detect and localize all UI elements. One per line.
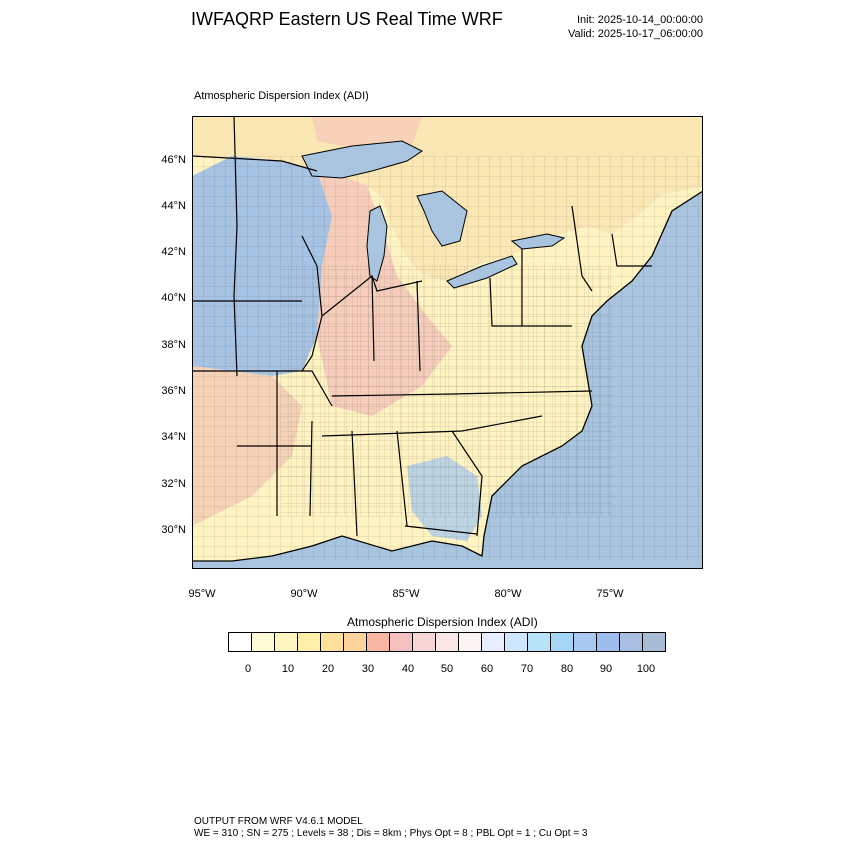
model-footer: OUTPUT FROM WRF V4.6.1 MODEL WE = 310 ; … bbox=[194, 816, 587, 840]
lon-label-80w: 80°W bbox=[494, 588, 522, 600]
colorbar-tick: 100 bbox=[636, 663, 656, 675]
init-time: Init: 2025-10-14_00:00:00 bbox=[577, 14, 703, 26]
colorbar-cell bbox=[298, 633, 321, 651]
colorbar-cell bbox=[459, 633, 482, 651]
colorbar-tick: 20 bbox=[321, 663, 335, 675]
colorbar-tick: 80 bbox=[560, 663, 574, 675]
lake-huron bbox=[416, 190, 468, 247]
lat-label-30n: 30°N bbox=[161, 524, 186, 536]
colorbar-tick: 50 bbox=[440, 663, 454, 675]
coastline bbox=[192, 190, 703, 562]
lat-label-44n: 44°N bbox=[161, 200, 186, 212]
colorbar-cell bbox=[505, 633, 528, 651]
lat-label-32n: 32°N bbox=[161, 478, 186, 490]
lake-ontario bbox=[510, 233, 566, 250]
lon-label-75w: 75°W bbox=[596, 588, 624, 600]
lon-label-90w: 90°W bbox=[290, 588, 318, 600]
map-canvas bbox=[192, 116, 703, 569]
colorbar-title: Atmospheric Dispersion Index (ADI) bbox=[347, 615, 538, 629]
state-borders bbox=[192, 116, 652, 537]
lat-label-46n: 46°N bbox=[161, 154, 186, 166]
colorbar-tick: 90 bbox=[599, 663, 613, 675]
colorbar-tick: 0 bbox=[244, 663, 252, 675]
colorbar-cell bbox=[390, 633, 413, 651]
colorbar-cell bbox=[620, 633, 643, 651]
lake-erie bbox=[446, 255, 518, 289]
footer-line-1: OUTPUT FROM WRF V4.6.1 MODEL bbox=[194, 816, 363, 827]
lat-label-40n: 40°N bbox=[161, 292, 186, 304]
lat-label-34n: 34°N bbox=[161, 431, 186, 443]
main-title: IWFAQRP Eastern US Real Time WRF bbox=[191, 9, 503, 29]
lon-label-95w: 95°W bbox=[188, 588, 216, 600]
colorbar-cell bbox=[574, 633, 597, 651]
colorbar-cell bbox=[597, 633, 620, 651]
lon-label-85w: 85°W bbox=[392, 588, 420, 600]
lat-label-36n: 36°N bbox=[161, 385, 186, 397]
colorbar-cell bbox=[482, 633, 505, 651]
colorbar-tick: 60 bbox=[480, 663, 494, 675]
colorbar bbox=[228, 632, 666, 652]
colorbar-cell bbox=[252, 633, 275, 651]
lat-label-42n: 42°N bbox=[161, 246, 186, 258]
field-title: Atmospheric Dispersion Index (ADI) bbox=[194, 90, 369, 102]
valid-time: Valid: 2025-10-17_06:00:00 bbox=[568, 28, 703, 40]
colorbar-cell bbox=[229, 633, 252, 651]
colorbar-cell bbox=[321, 633, 344, 651]
map-panel bbox=[192, 116, 703, 569]
colorbar-tick: 10 bbox=[281, 663, 295, 675]
colorbar-cell bbox=[551, 633, 574, 651]
lake-michigan bbox=[366, 205, 388, 282]
lake-superior bbox=[301, 140, 423, 179]
colorbar-cell bbox=[275, 633, 298, 651]
lat-label-38n: 38°N bbox=[161, 339, 186, 351]
colorbar-cell bbox=[436, 633, 459, 651]
colorbar-tick: 70 bbox=[520, 663, 534, 675]
colorbar-cell bbox=[344, 633, 367, 651]
colorbar-tick: 40 bbox=[401, 663, 415, 675]
colorbar-cell bbox=[413, 633, 436, 651]
colorbar-cell bbox=[643, 633, 665, 651]
colorbar-tick: 30 bbox=[361, 663, 375, 675]
colorbar-cell bbox=[367, 633, 390, 651]
run-info: Init: 2025-10-14_00:00:00 Valid: 2025-10… bbox=[568, 13, 703, 41]
footer-line-2: WE = 310 ; SN = 275 ; Levels = 38 ; Dis … bbox=[194, 828, 588, 839]
colorbar-cell bbox=[528, 633, 551, 651]
